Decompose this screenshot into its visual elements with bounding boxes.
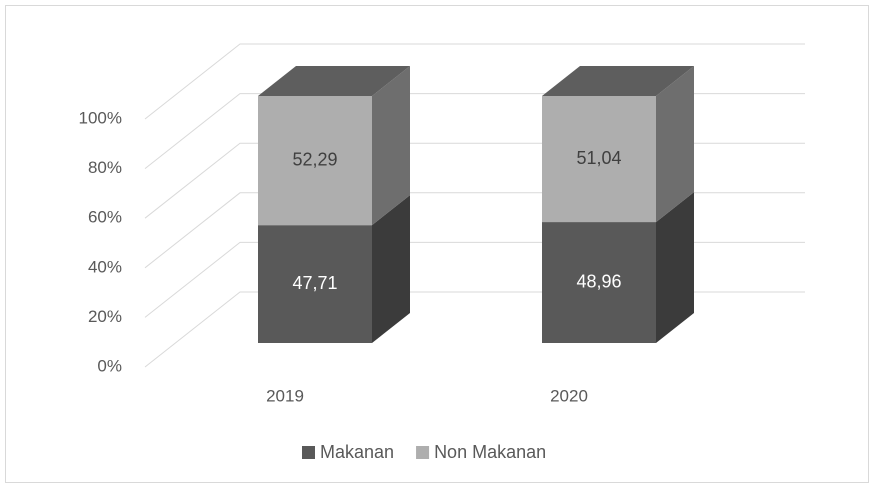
- legend-swatch: [302, 446, 315, 459]
- bar-top: [258, 66, 410, 96]
- x-tick-label: 2020: [550, 386, 588, 405]
- bar-side: [656, 192, 694, 343]
- legend-swatch: [416, 446, 430, 459]
- bar-top: [542, 66, 694, 96]
- bar: [542, 222, 656, 343]
- y-tick-label: 100%: [79, 108, 122, 127]
- value-label: 52,29: [292, 149, 337, 169]
- y-tick-label: 40%: [88, 257, 122, 276]
- value-label: 51,04: [576, 148, 621, 168]
- bar: [258, 96, 372, 226]
- chart-frame: [5, 5, 869, 483]
- value-label: 48,96: [576, 271, 621, 291]
- y-tick-label: 0%: [97, 356, 122, 375]
- legend-label: Makanan: [320, 442, 394, 462]
- y-tick-label: 80%: [88, 158, 122, 177]
- y-tick-label: 60%: [88, 208, 122, 227]
- value-label: 47,71: [292, 273, 337, 293]
- bar: [258, 225, 372, 343]
- x-tick-label: 2019: [266, 386, 304, 405]
- y-tick-label: 20%: [88, 307, 122, 326]
- bar: [542, 96, 656, 223]
- bar-side: [372, 66, 410, 226]
- bar-side: [372, 195, 410, 343]
- bar-side: [656, 66, 694, 223]
- legend-label: Non Makanan: [434, 442, 546, 462]
- grid-line: [144, 43, 805, 120]
